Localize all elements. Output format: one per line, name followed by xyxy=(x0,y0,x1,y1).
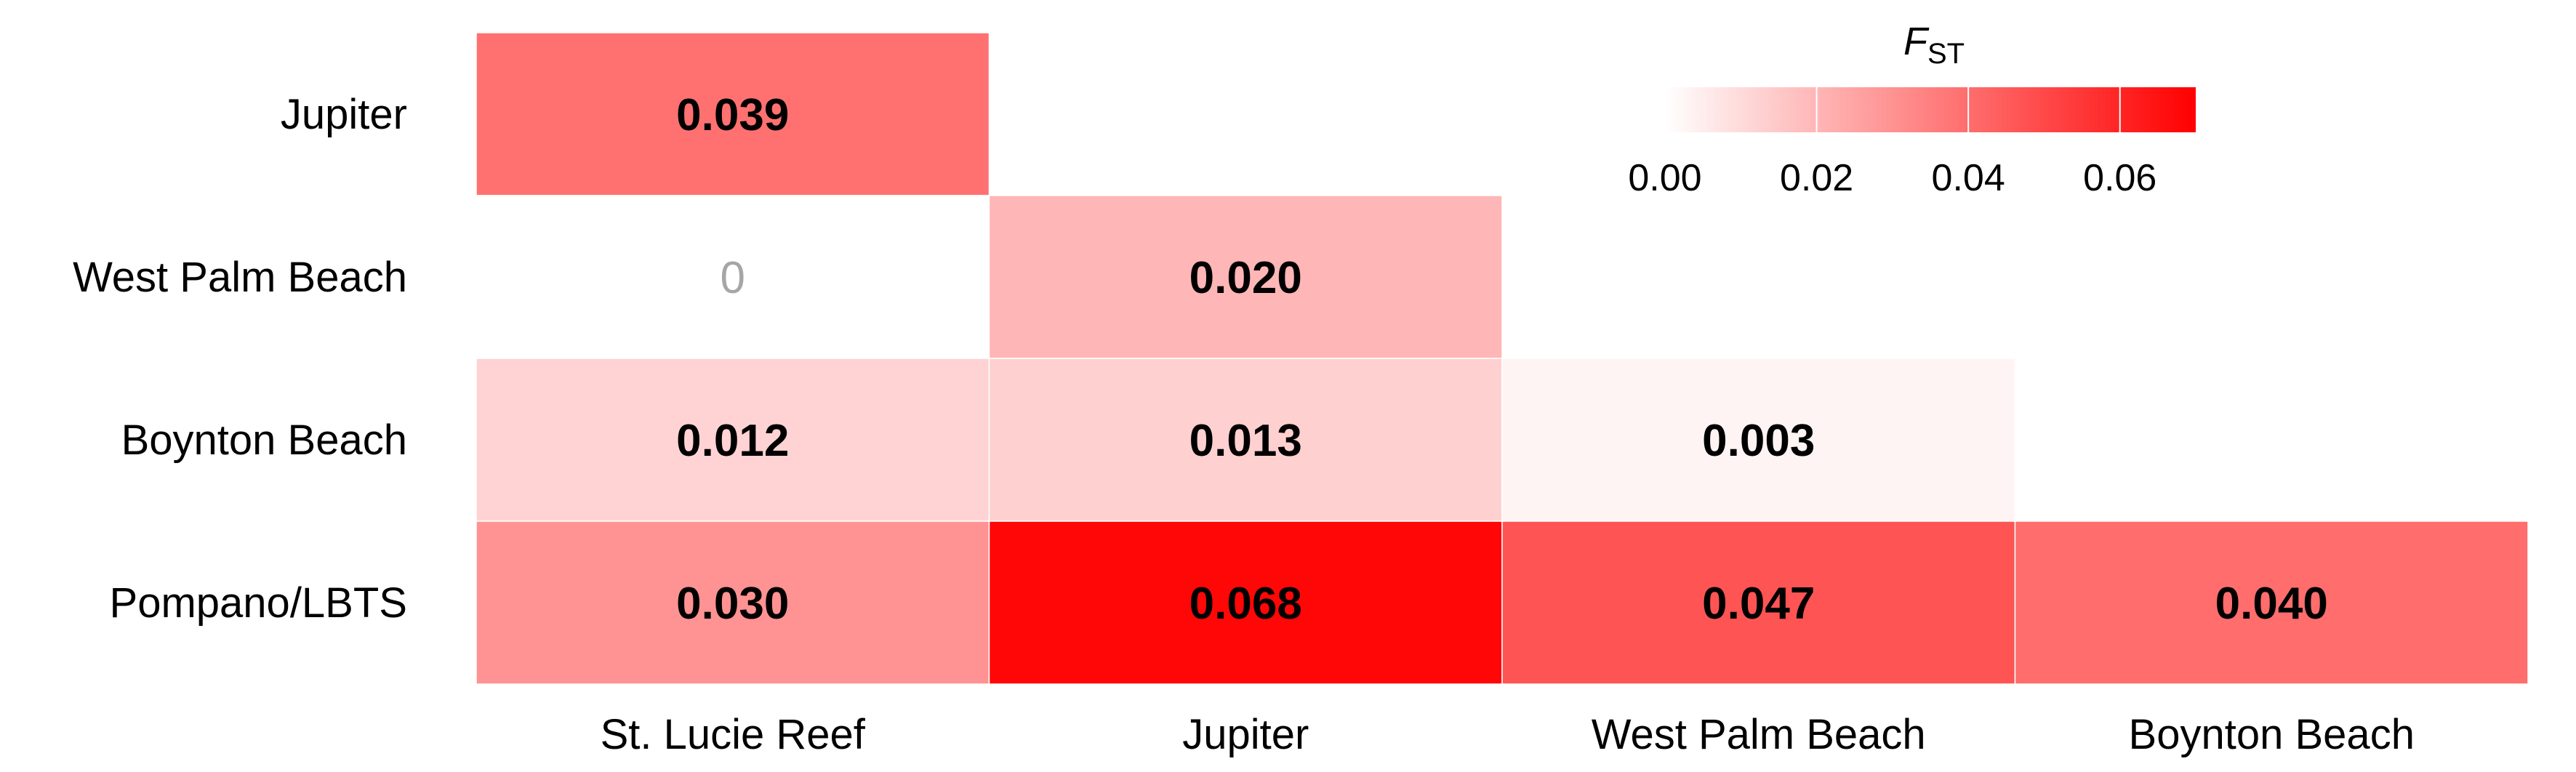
heatmap-cell-pompano-lbts-jupiter xyxy=(988,520,1503,685)
heatmap-cell-jupiter-st-lucie-reef xyxy=(476,32,990,196)
heatmap-cell-boynton-beach-st-lucie-reef xyxy=(476,358,990,522)
heatmap-cells xyxy=(476,32,2529,685)
y-label-west-palm-beach: West Palm Beach xyxy=(73,254,407,301)
legend-title-subscript: ST xyxy=(1927,38,1965,70)
legend-tick-label: 0.06 xyxy=(2083,157,2156,199)
x-label-west-palm-beach: West Palm Beach xyxy=(1592,711,1926,758)
y-label-boynton-beach: Boynton Beach xyxy=(121,417,407,464)
y-label-jupiter: Jupiter xyxy=(281,91,407,138)
heatmap-cell-pompano-lbts-boynton-beach xyxy=(2014,520,2529,685)
x-label-boynton-beach: Boynton Beach xyxy=(2129,711,2415,758)
legend-tick-label: 0.02 xyxy=(1780,157,1853,199)
legend-color-bar xyxy=(1665,87,2196,132)
color-legend: FST 0.00 0.02 0.04 0.06 xyxy=(1628,20,2196,199)
cell-value-label: 0.030 xyxy=(676,579,789,629)
cell-value-label: 0 xyxy=(721,253,745,303)
y-label-pompano-lbts: Pompano/LBTS xyxy=(110,579,407,627)
legend-title-main: F xyxy=(1903,20,1930,63)
x-axis-labels: St. Lucie Reef Jupiter West Palm Beach Boyn… xyxy=(601,711,2415,758)
heatmap-cell-labels: 0.039 0 0.020 0.012 0.013 0.003 0.030 0.068 0.04… xyxy=(676,90,2328,629)
cell-value-label: 0.047 xyxy=(1702,579,1815,629)
heatmap-cell-pompano-lbts-west-palm-beach xyxy=(1501,520,2016,685)
heatmap-cell-boynton-beach-west-palm-beach xyxy=(1501,358,2016,522)
legend-title: FST xyxy=(1903,20,1965,70)
cell-value-label: 0.012 xyxy=(676,416,789,466)
cell-value-label: 0.040 xyxy=(2215,579,2328,629)
legend-tick-label: 0.04 xyxy=(1932,157,2005,199)
cell-value-label: 0.013 xyxy=(1189,416,1302,466)
cell-value-label: 0.020 xyxy=(1189,253,1302,303)
heatmap-cell-pompano-lbts-st-lucie-reef xyxy=(476,520,990,685)
x-label-jupiter: Jupiter xyxy=(1182,711,1309,758)
heatmap-cell-west-palm-beach-st-lucie-reef xyxy=(476,195,990,359)
legend-ticks: 0.00 0.02 0.04 0.06 xyxy=(1628,87,2156,199)
cell-value-label: 0.068 xyxy=(1189,579,1302,629)
heatmap-cell-boynton-beach-jupiter xyxy=(988,358,1503,522)
heatmap-cell-west-palm-beach-jupiter xyxy=(988,195,1503,359)
cell-value-label: 0.003 xyxy=(1702,416,1815,466)
cell-value-label: 0.039 xyxy=(676,90,789,140)
legend-tick-label: 0.00 xyxy=(1628,157,1701,199)
y-axis-labels: Jupiter West Palm Beach Boynton Beach Pompa… xyxy=(73,91,407,627)
x-label-st-lucie-reef: St. Lucie Reef xyxy=(601,711,866,758)
